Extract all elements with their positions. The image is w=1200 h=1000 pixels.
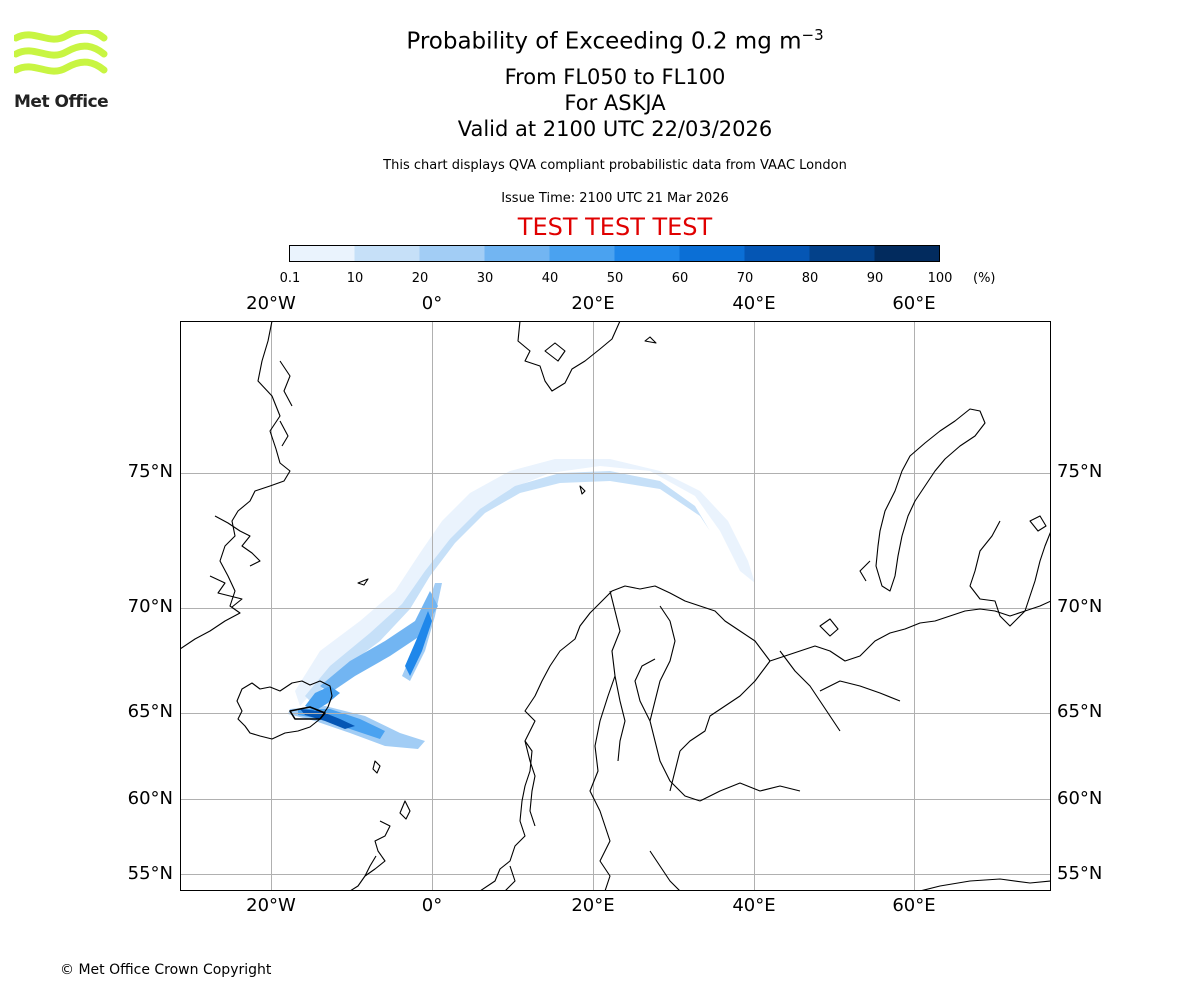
title-volcano: For ASKJA bbox=[564, 91, 666, 115]
colorbar-cell bbox=[874, 245, 940, 262]
met-office-logo bbox=[12, 26, 109, 110]
colorbar-cell bbox=[484, 245, 550, 262]
colorbar-cell bbox=[549, 245, 615, 262]
colorbar-cell bbox=[679, 245, 745, 262]
logo-waves-icon bbox=[12, 26, 108, 75]
lat-label-right-70n: 70°N bbox=[1057, 596, 1103, 617]
lon-label-bottom-60e: 60°E bbox=[892, 895, 936, 916]
logo-text: Met Office bbox=[14, 92, 109, 112]
colorbar-tick-label: 20 bbox=[411, 271, 429, 286]
title-main: Probability of Exceeding 0.2 mg m bbox=[406, 28, 802, 55]
colorbar bbox=[289, 245, 940, 262]
colorbar-cell bbox=[809, 245, 875, 262]
chart-title: Probability of Exceeding 0.2 mg m−3 bbox=[0, 26, 1200, 55]
title-flight-levels: From FL050 to FL100 bbox=[504, 65, 726, 89]
lat-label-right-75n: 75°N bbox=[1057, 461, 1103, 482]
issue-time: Issue Time: 2100 UTC 21 Mar 2026 bbox=[501, 191, 729, 206]
colorbar-tick-label: 60 bbox=[671, 271, 689, 286]
colorbar-tick-label: 50 bbox=[606, 271, 624, 286]
lon-label-bottom-20e: 20°E bbox=[571, 895, 615, 916]
lat-label-left-65n: 65°N bbox=[127, 701, 173, 722]
coastlines bbox=[180, 321, 1050, 890]
lon-label-bottom-40e: 40°E bbox=[732, 895, 776, 916]
colorbar-tick-label: 70 bbox=[736, 271, 754, 286]
title-valid-time: Valid at 2100 UTC 22/03/2026 bbox=[457, 117, 773, 141]
colorbar-cell bbox=[289, 245, 355, 262]
lon-label-top-60e: 60°E bbox=[892, 293, 936, 314]
map-panel bbox=[180, 321, 1051, 891]
lat-label-left-75n: 75°N bbox=[127, 461, 173, 482]
colorbar-tick-label: 100 bbox=[927, 271, 953, 286]
subtitle: This chart displays QVA compliant probab… bbox=[383, 158, 847, 173]
lon-label-bottom-20w: 20°W bbox=[246, 895, 296, 916]
colorbar-tick-label: 30 bbox=[476, 271, 494, 286]
graticule bbox=[180, 321, 1050, 890]
colorbar-cell bbox=[744, 245, 810, 262]
lat-label-left-60n: 60°N bbox=[127, 788, 173, 809]
title-block: From FL050 to FL100 For ASKJA Valid at 2… bbox=[0, 64, 1200, 142]
colorbar-cell bbox=[419, 245, 485, 262]
colorbar-tick-label: 80 bbox=[801, 271, 819, 286]
colorbar-cell bbox=[354, 245, 420, 262]
lon-label-bottom-0: 0° bbox=[421, 895, 443, 916]
colorbar-tick-label: 10 bbox=[346, 271, 364, 286]
title-exponent: −3 bbox=[801, 26, 824, 44]
lat-label-left-70n: 70°N bbox=[127, 596, 173, 617]
colorbar-tick-label: 0.1 bbox=[279, 271, 301, 286]
lon-label-top-20e: 20°E bbox=[571, 293, 615, 314]
lat-label-left-55n: 55°N bbox=[127, 863, 173, 884]
colorbar-tick-label: 40 bbox=[541, 271, 559, 286]
colorbar-tick-label: 90 bbox=[866, 271, 884, 286]
colorbar-cell bbox=[614, 245, 680, 262]
lat-label-right-65n: 65°N bbox=[1057, 701, 1103, 722]
lat-label-right-60n: 60°N bbox=[1057, 788, 1103, 809]
lon-label-top-20w: 20°W bbox=[246, 293, 296, 314]
lon-label-top-40e: 40°E bbox=[732, 293, 776, 314]
colorbar-unit: (%) bbox=[973, 271, 996, 286]
test-banner: TEST TEST TEST bbox=[517, 213, 713, 241]
copyright: © Met Office Crown Copyright bbox=[60, 962, 272, 978]
lat-label-right-55n: 55°N bbox=[1057, 863, 1103, 884]
lon-label-top-0: 0° bbox=[421, 293, 443, 314]
